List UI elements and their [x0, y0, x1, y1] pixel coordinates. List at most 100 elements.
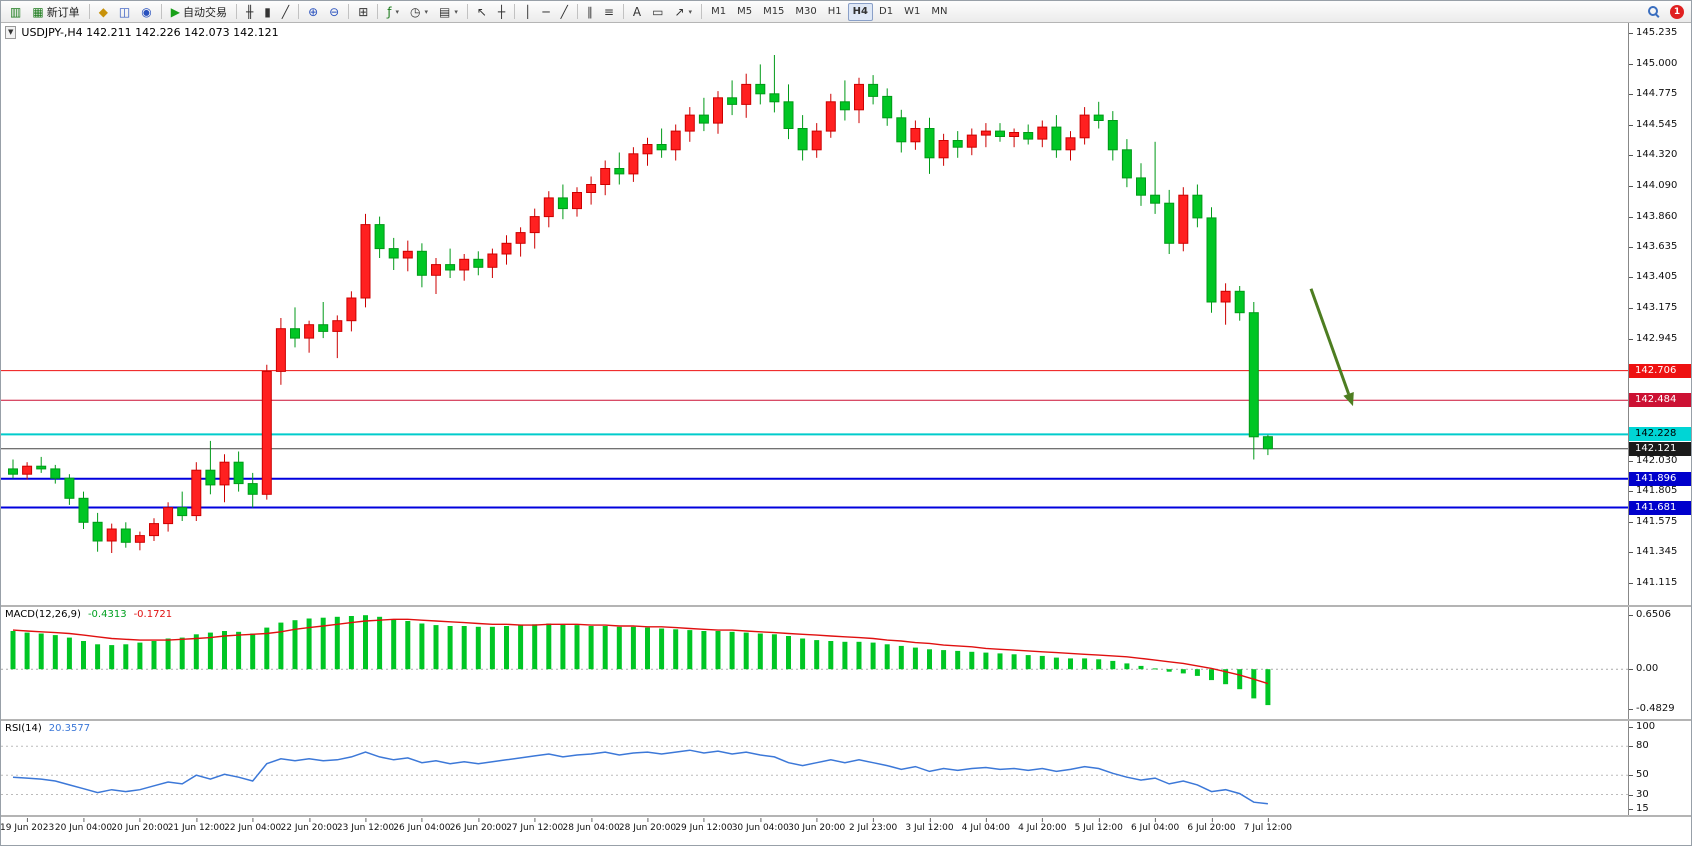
candlestick-chart[interactable]: [1, 23, 1628, 605]
market-watch-button[interactable]: ◫: [114, 2, 135, 22]
macd-bar: [475, 626, 481, 670]
candle: [445, 248, 456, 278]
macd-bar: [955, 650, 961, 670]
horizontal-line-button[interactable]: ─: [537, 2, 554, 22]
timeframe-m15-button[interactable]: M15: [763, 6, 785, 17]
macd-main-value: -0.4313: [87, 609, 127, 620]
candle: [106, 523, 117, 553]
toolbar-separator: [701, 4, 703, 19]
price-line-tag: 141.896: [1629, 471, 1691, 486]
macd-chart[interactable]: [1, 607, 1628, 719]
timeframe-h1-button[interactable]: H1: [827, 6, 842, 17]
timeframe-m30-button[interactable]: M30: [795, 6, 817, 17]
toolbar-separator: [298, 4, 300, 19]
macd-bar: [292, 620, 298, 670]
macd-bar: [757, 633, 763, 670]
timeframe-m1-button[interactable]: M1: [711, 6, 727, 17]
toolbar-separator: [576, 4, 578, 19]
candlestick-chart-button[interactable]: ▮: [259, 2, 276, 22]
arrows-dropdown[interactable]: ↗ ▾: [669, 2, 697, 22]
text-button[interactable]: A: [628, 2, 646, 22]
candle: [713, 91, 723, 134]
timeframe-m5-button[interactable]: M5: [737, 6, 753, 17]
macd-axis-tick: 0.00: [1629, 663, 1691, 675]
rsi-name: RSI(14): [5, 723, 42, 734]
text-label-button[interactable]: ▭: [647, 2, 668, 22]
macd-bar: [95, 644, 101, 670]
templates-dropdown[interactable]: ▤ ▾: [434, 2, 463, 22]
panel-divider[interactable]: [1, 719, 1691, 721]
macd-bar: [941, 650, 947, 670]
trendline-button[interactable]: ╱: [556, 2, 573, 22]
macd-bar: [278, 622, 284, 670]
vertical-line-icon: │: [524, 4, 532, 19]
macd-bar: [236, 631, 242, 670]
indicators-dropdown[interactable]: ƒ ▾: [382, 2, 404, 22]
macd-bar: [1053, 657, 1059, 670]
macd-bar: [461, 626, 467, 670]
macd-bar: [532, 624, 538, 670]
candle: [1164, 189, 1175, 254]
macd-panel[interactable]: MACD(12,26,9) -0.4313 -0.1721: [1, 607, 1628, 719]
periods-dropdown[interactable]: ◷ ▾: [405, 2, 433, 22]
notification-badge[interactable]: 1: [1670, 4, 1684, 19]
collapse-button[interactable]: ▼: [5, 26, 17, 39]
fibonacci-button[interactable]: ≡: [599, 2, 619, 22]
rsi-chart[interactable]: [1, 721, 1628, 815]
timeframe-h4-button[interactable]: H4: [847, 2, 873, 21]
candle: [501, 235, 512, 265]
panel-divider[interactable]: [1, 815, 1691, 817]
time-label: 21 Jun 12:00: [167, 818, 225, 833]
candle: [92, 512, 103, 552]
time-label: 20 Jun 20:00: [111, 818, 169, 833]
panel-divider[interactable]: [1, 605, 1691, 607]
timeframe-d1-button[interactable]: D1: [879, 6, 894, 17]
tile-windows-button[interactable]: ⊞: [353, 2, 373, 22]
new-order-button[interactable]: ▦ 新订单: [27, 2, 84, 22]
candle: [670, 124, 681, 161]
profiles-button[interactable]: ◆: [94, 2, 113, 22]
rsi-axis-tick: 30: [1629, 789, 1691, 801]
macd-bar: [659, 628, 665, 670]
equidistant-channel-button[interactable]: ∥: [582, 2, 598, 22]
bar-chart-button[interactable]: ╫: [241, 2, 258, 22]
candle: [388, 237, 399, 270]
candle: [600, 160, 611, 196]
price-tick: 144.320: [1629, 149, 1691, 161]
time-axis[interactable]: 19 Jun 2023 20 Jun 04:00 20 Jun 20:00 21 Ju…: [1, 817, 1691, 845]
crosshair-button[interactable]: ┼: [493, 2, 510, 22]
vertical-line-button[interactable]: │: [519, 2, 536, 22]
candle: [1093, 101, 1104, 129]
macd-bar: [856, 641, 862, 670]
timeframe-mn-button[interactable]: MN: [931, 6, 948, 17]
time-label: 7 Jul 12:00: [1243, 818, 1293, 833]
cursor-button[interactable]: ↖: [472, 2, 492, 22]
new-chart-button[interactable]: ▥: [5, 2, 26, 22]
macd-bar: [560, 624, 566, 670]
macd-bar: [870, 642, 876, 670]
zoom-in-button[interactable]: ⊕: [303, 2, 323, 22]
trend-arrow[interactable]: [1309, 288, 1354, 407]
zoom-out-button[interactable]: ⊖: [324, 2, 344, 22]
chevron-down-icon: ▾: [424, 7, 428, 16]
time-label: 26 Jun 20:00: [449, 818, 507, 833]
timeframe-w1-button[interactable]: W1: [904, 6, 921, 17]
price-axis[interactable]: 145.235 145.000 144.775 144.545 144.320 144.0…: [1628, 23, 1691, 817]
search-button[interactable]: [1642, 2, 1665, 22]
zoom-out-icon: ⊖: [329, 4, 340, 19]
price-chart-panel[interactable]: ▼ USDJPY-,H4 142.211 142.226 142.073 142…: [1, 23, 1628, 605]
macd-bar: [828, 641, 834, 670]
cursor-icon: ↖: [476, 4, 487, 19]
candle: [910, 120, 921, 150]
text-label-icon: ▭: [652, 4, 664, 19]
macd-bar: [306, 618, 312, 670]
navigator-button[interactable]: ◉: [136, 2, 156, 22]
rsi-panel[interactable]: RSI(14) 20.3577: [1, 721, 1628, 815]
candle: [36, 456, 47, 473]
candle: [515, 227, 526, 257]
candle: [402, 240, 413, 272]
autotrading-button[interactable]: ▶ 自动交易: [166, 2, 232, 22]
time-label: 4 Jul 04:00: [961, 818, 1011, 833]
line-chart-button[interactable]: ╱: [277, 2, 294, 22]
candle: [1121, 139, 1132, 188]
